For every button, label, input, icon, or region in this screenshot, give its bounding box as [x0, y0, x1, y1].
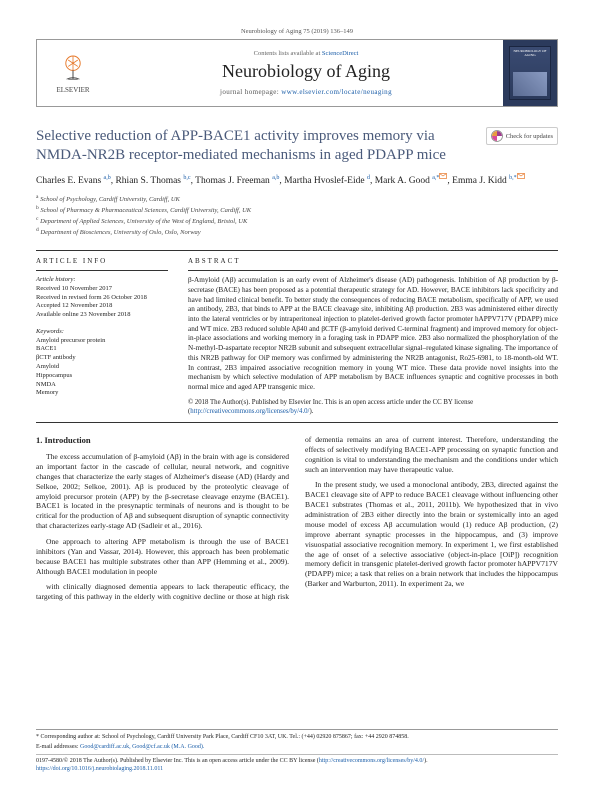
emails-label: E-mail addresses:: [36, 744, 79, 750]
publisher-block: ELSEVIER: [37, 40, 109, 106]
homepage-prefix: journal homepage:: [220, 88, 281, 96]
page-footer: * Corresponding author at: School of Psy…: [36, 729, 558, 774]
affiliations: a School of Psychology, Cardiff Universi…: [36, 194, 558, 238]
authors-line: Charles E. Evans a,b, Rhian S. Thomas b,…: [36, 173, 558, 188]
history-label: Article history:: [36, 276, 168, 285]
section-heading: 1. Introduction: [36, 435, 289, 446]
footer-license-link[interactable]: http://creativecommons.org/licenses/by/4…: [319, 758, 424, 764]
journal-header: ELSEVIER Contents lists available at Sci…: [36, 39, 558, 107]
cover-thumb-wrap: NEUROBIOLOGY OF AGING: [503, 40, 557, 106]
author-email-link[interactable]: Good@cardiff.ac.uk, Good@cf.ac.uk (M.A. …: [80, 744, 204, 750]
abstract-copyright: © 2018 The Author(s). Published by Elsev…: [188, 398, 558, 416]
issn-text: 0197-4580/© 2018 The Author(s). Publishe…: [36, 758, 319, 764]
issn-close: ).: [424, 758, 428, 764]
journal-title: Neurobiology of Aging: [222, 61, 390, 82]
article-info-heading: ARTICLE INFO: [36, 257, 168, 271]
doi-link[interactable]: https://doi.org/10.1016/j.neurobiolaging…: [36, 766, 163, 772]
header-citation: Neurobiology of Aging 75 (2019) 136–149: [36, 28, 558, 35]
copyright-close: ).: [309, 408, 313, 415]
contents-available: Contents lists available at ScienceDirec…: [254, 50, 359, 57]
license-link[interactable]: http://creativecommons.org/licenses/by/4…: [190, 408, 309, 415]
abstract-column: ABSTRACT β-Amyloid (Aβ) accumulation is …: [176, 251, 558, 422]
article-info-column: ARTICLE INFO Article history: Received 1…: [36, 251, 176, 422]
keywords-label: Keywords:: [36, 328, 168, 337]
check-updates-button[interactable]: Check for updates: [486, 127, 558, 145]
issn-copyright: 0197-4580/© 2018 The Author(s). Publishe…: [36, 758, 558, 766]
corresponding-author: * Corresponding author at: School of Psy…: [36, 734, 558, 742]
homepage-link[interactable]: www.elsevier.com/locate/neuaging: [281, 88, 392, 96]
body-paragraph: In the present study, we used a monoclon…: [305, 480, 558, 588]
article-title: Selective reduction of APP-BACE1 activit…: [36, 127, 486, 165]
check-updates-icon: [491, 130, 503, 142]
elsevier-logo-icon: [57, 52, 89, 84]
contents-prefix: Contents lists available at: [254, 50, 322, 57]
body-paragraph: The excess accumulation of β-amyloid (Aβ…: [36, 452, 289, 531]
journal-cover-icon: NEUROBIOLOGY OF AGING: [509, 46, 551, 100]
email-line: E-mail addresses: Good@cardiff.ac.uk, Go…: [36, 744, 558, 752]
abstract-text: β-Amyloid (Aβ) accumulation is an early …: [188, 276, 558, 393]
journal-homepage: journal homepage: www.elsevier.com/locat…: [220, 88, 392, 96]
publisher-name: ELSEVIER: [56, 86, 89, 94]
keywords-block: Keywords: Amyloid precursor proteinBACE1…: [36, 328, 168, 398]
check-updates-label: Check for updates: [506, 133, 553, 140]
abstract-heading: ABSTRACT: [188, 257, 558, 271]
header-center: Contents lists available at ScienceDirec…: [109, 40, 503, 106]
body-text: 1. Introduction The excess accumulation …: [36, 435, 558, 602]
article-history: Article history: Received 10 November 20…: [36, 276, 168, 320]
body-paragraph: One approach to altering APP metabolism …: [36, 537, 289, 576]
sciencedirect-link[interactable]: ScienceDirect: [322, 50, 358, 57]
